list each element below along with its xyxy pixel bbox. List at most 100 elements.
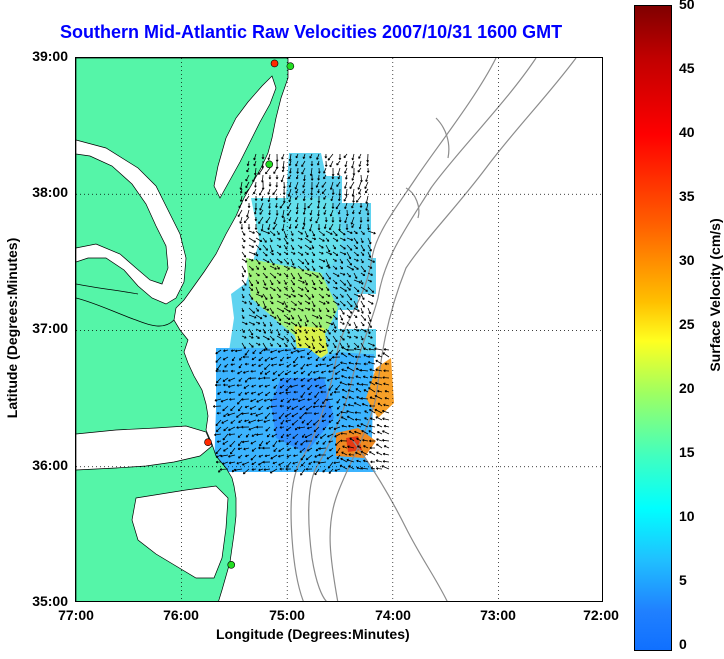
velocity-arrow [296, 167, 300, 174]
james-river [76, 297, 175, 327]
velocity-arrow [248, 279, 253, 287]
velocity-arrow [272, 223, 278, 230]
velocity-arrow [332, 286, 338, 290]
velocity-arrow [250, 391, 257, 395]
velocity-arrow [258, 461, 264, 466]
velocity-arrow [216, 377, 222, 384]
velocity-arrow [251, 433, 257, 437]
velocity-arrow [339, 265, 343, 270]
velocity-arrow [383, 348, 390, 351]
velocity-arrow [263, 376, 271, 380]
velocity-arrow [273, 167, 278, 175]
velocity-arrow [348, 465, 355, 470]
velocity-arrow [258, 405, 264, 411]
velocity-arrow [255, 258, 261, 265]
velocity-arrow [317, 167, 321, 174]
map-plot-area[interactable] [75, 57, 603, 602]
velocity-arrow [325, 321, 334, 326]
colorbar-tick-label: 25 [679, 316, 695, 332]
velocity-arrow [334, 468, 341, 472]
velocity-arrow [304, 307, 311, 311]
x-tick-label: 73:00 [480, 607, 516, 623]
velocity-arrow [328, 419, 334, 423]
velocity-arrow [258, 384, 264, 388]
velocity-arrow [332, 314, 338, 320]
velocity-arrow [277, 370, 285, 377]
velocity-arrow [328, 384, 334, 391]
velocity-arrow [313, 460, 319, 464]
velocity-arrow [269, 468, 278, 474]
velocity-arrow [215, 426, 222, 433]
velocity-arrow [252, 349, 257, 355]
velocity-arrow [306, 426, 313, 430]
velocity-arrow [229, 440, 236, 447]
velocity-arrow [358, 223, 362, 230]
velocity-arrow [255, 230, 261, 236]
velocity-arrow [241, 314, 245, 320]
velocity-arrow [318, 300, 326, 305]
velocity-arrow [237, 398, 243, 405]
velocity-arrow [288, 160, 292, 167]
velocity-arrow [300, 363, 306, 370]
velocity-arrow [332, 342, 337, 349]
velocity-arrow [328, 370, 334, 373]
velocity-arrow [317, 461, 327, 465]
velocity-arrow [346, 293, 353, 301]
velocity-arrow [258, 167, 264, 175]
velocity-arrow [270, 454, 278, 460]
velocity-arrow [215, 369, 222, 373]
velocity-arrow [360, 272, 366, 276]
velocity-arrow [335, 384, 341, 391]
velocity-arrow [276, 237, 281, 241]
velocity-arrow [300, 355, 305, 359]
velocity-arrow [356, 424, 362, 428]
velocity-arrow [241, 342, 246, 350]
velocity-arrow [360, 335, 364, 341]
velocity-arrow [304, 258, 310, 266]
velocity-arrow [315, 181, 320, 188]
velocity-arrow [346, 410, 355, 414]
velocity-arrow [311, 286, 317, 290]
velocity-arrow [367, 307, 372, 315]
velocity-arrow [346, 342, 350, 348]
velocity-arrow [276, 300, 285, 305]
velocity-arrow [327, 153, 334, 161]
velocity-arrow [264, 363, 271, 370]
velocity-arrow [237, 447, 243, 451]
velocity-arrow [346, 415, 355, 421]
velocity-arrow [336, 398, 341, 404]
velocity-arrow [262, 342, 268, 351]
velocity-arrow [252, 174, 257, 183]
velocity-arrow [219, 468, 229, 471]
velocity-arrow [293, 363, 299, 367]
velocity-arrow [376, 438, 383, 442]
velocity-arrow [267, 153, 271, 161]
velocity-arrow [297, 258, 305, 265]
velocity-arrow [277, 349, 285, 353]
velocity-arrow [332, 321, 337, 329]
velocity-arrow [288, 181, 292, 188]
velocity-arrow [339, 335, 345, 341]
velocity-arrow [276, 328, 281, 336]
velocity-arrow [255, 286, 260, 294]
velocity-arrow [375, 368, 383, 372]
velocity-arrow [344, 202, 348, 210]
velocity-arrow [268, 174, 272, 180]
velocity-arrow [279, 202, 285, 209]
velocity-arrow [318, 453, 327, 457]
velocity-arrow [282, 181, 286, 189]
velocity-arrow [283, 279, 287, 285]
velocity-arrow [360, 307, 364, 314]
velocity-arrow [230, 369, 236, 373]
velocity-arrow [244, 349, 250, 356]
velocity-arrow [307, 356, 313, 360]
velocity-arrow [347, 403, 355, 407]
velocity-arrow [365, 174, 369, 182]
velocity-arrow [275, 181, 279, 188]
velocity-arrow [237, 433, 243, 438]
velocity-arrow [269, 286, 276, 291]
velocity-arrow [299, 447, 306, 453]
velocity-arrow [280, 356, 285, 362]
velocity-arrow [346, 335, 352, 339]
velocity-arrow [215, 460, 222, 464]
